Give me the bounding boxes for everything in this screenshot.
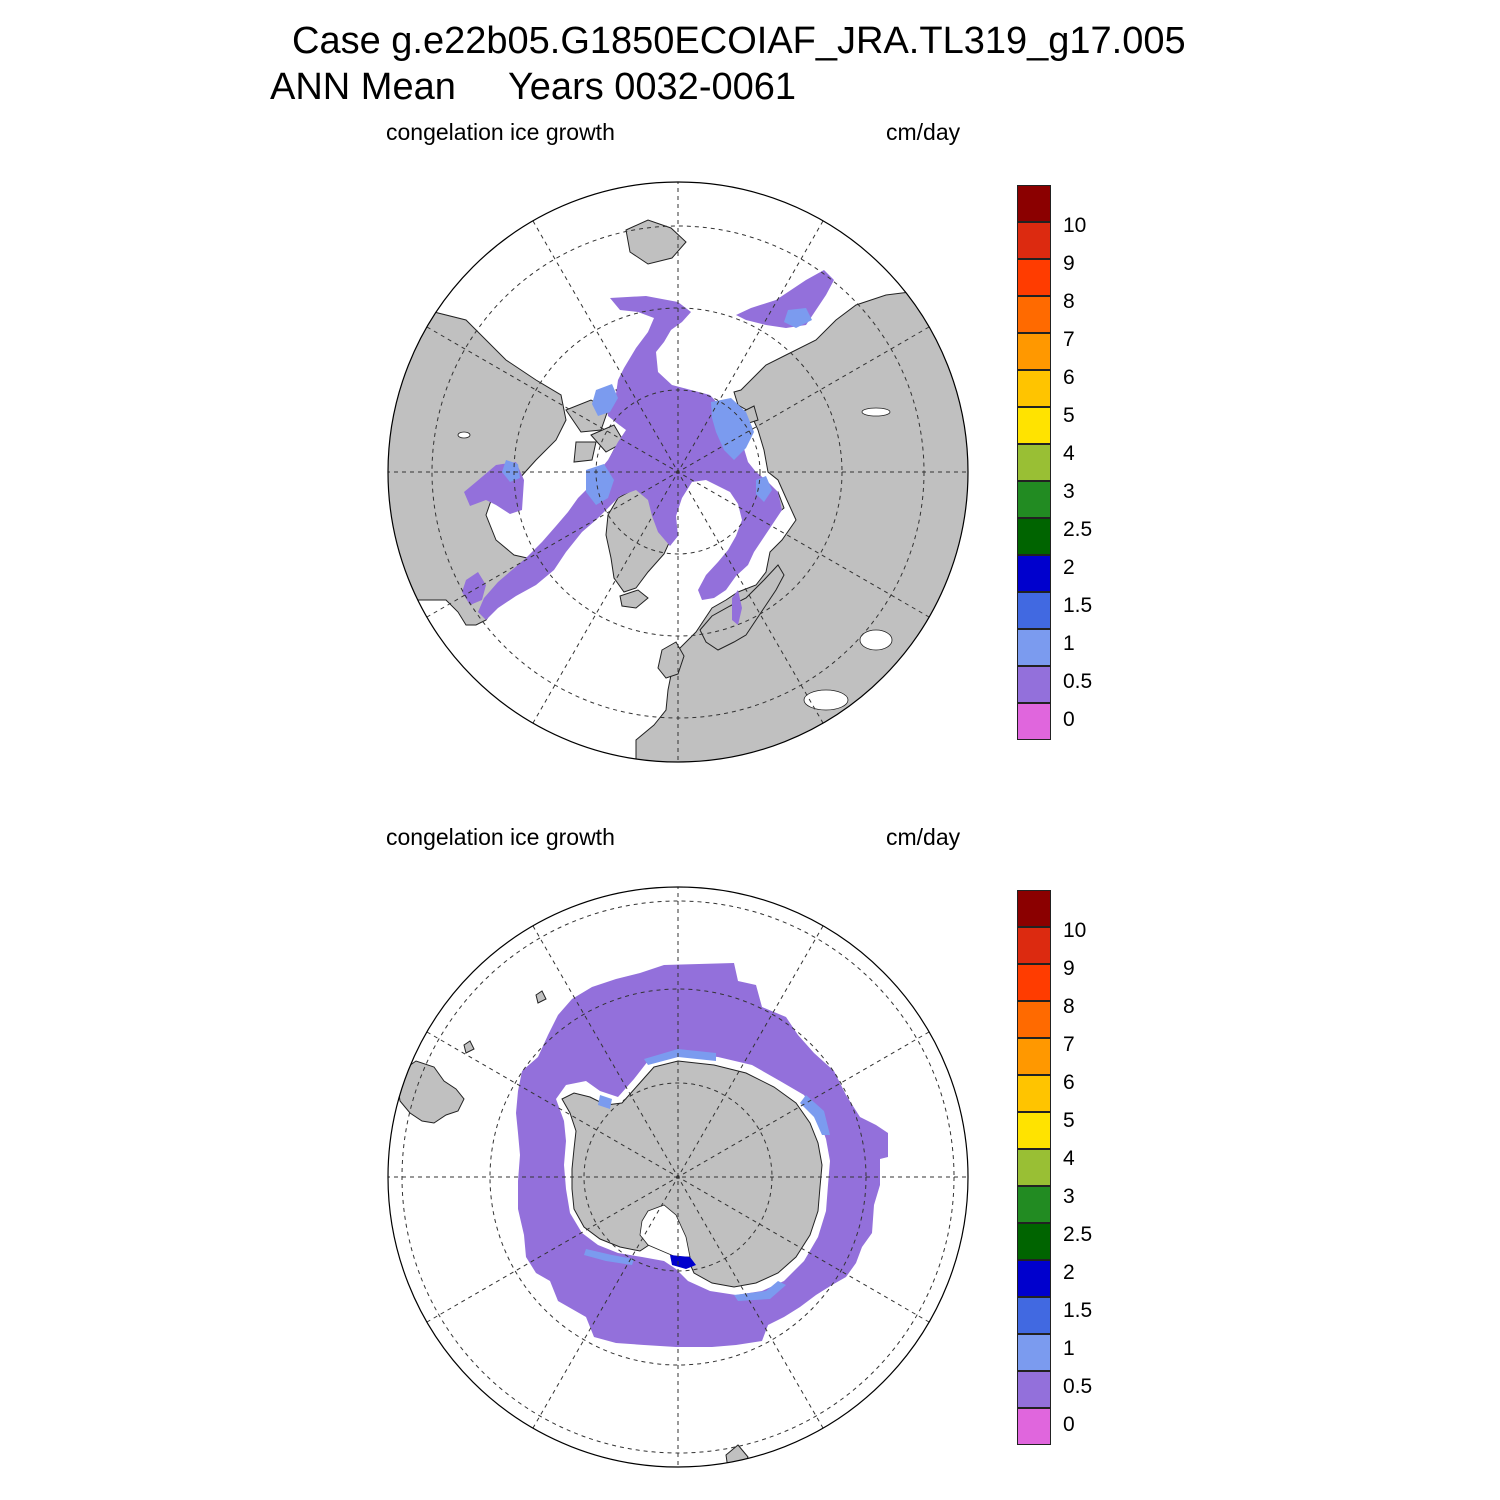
colorbar-swatch xyxy=(1017,592,1051,629)
colorbar-swatch xyxy=(1017,703,1051,740)
colorbar-label: 7 xyxy=(1063,1033,1075,1056)
colorbar-label: 6 xyxy=(1063,1071,1075,1094)
colorbar-swatch xyxy=(1017,296,1051,333)
colorbar-swatch xyxy=(1017,1038,1051,1075)
colorbar-swatch xyxy=(1017,1371,1051,1408)
colorbar: 10 9 8 7 6 5 4 3 2.5 2 1.5 1 0.5 0 xyxy=(1015,185,1105,760)
land-masses-outer xyxy=(395,990,749,1467)
variable-label: congelation ice growth xyxy=(386,824,615,850)
colorbar-swatch xyxy=(1017,481,1051,518)
colorbar-label: 8 xyxy=(1063,995,1075,1018)
colorbar-label: 8 xyxy=(1063,290,1075,313)
colorbar-swatch xyxy=(1017,927,1051,964)
map-border xyxy=(387,886,969,1468)
colorbar-label: 2 xyxy=(1063,1261,1075,1284)
colorbar-swatch xyxy=(1017,1075,1051,1112)
colorbar-swatch xyxy=(1017,1223,1051,1260)
colorbar-swatch xyxy=(1017,333,1051,370)
plot-title-case: Case g.e22b05.G1850ECOIAF_JRA.TL319_g17.… xyxy=(292,20,1186,62)
colorbar-label: 1.5 xyxy=(1063,594,1093,617)
colorbar-swatch xyxy=(1017,1260,1051,1297)
colorbar-swatch xyxy=(1017,259,1051,296)
colorbar-label: 5 xyxy=(1063,404,1075,427)
colorbar-swatch xyxy=(1017,370,1051,407)
colorbar-label: 0.5 xyxy=(1063,1375,1093,1398)
ice-growth-0.5-1 xyxy=(502,308,812,505)
plot-title-period: ANN Mean Years 0032-0061 xyxy=(270,66,797,108)
colorbar-swatch xyxy=(1017,1334,1051,1371)
colorbar-label: 3 xyxy=(1063,480,1075,503)
colorbar-label: 4 xyxy=(1063,1147,1075,1170)
colorbar-swatch xyxy=(1017,1408,1051,1445)
colorbar-label: 1 xyxy=(1063,632,1075,655)
colorbar-label: 10 xyxy=(1063,214,1087,237)
colorbar-label: 2 xyxy=(1063,556,1075,579)
colorbar-swatch xyxy=(1017,555,1051,592)
colorbar-swatch xyxy=(1017,964,1051,1001)
colorbar-label: 9 xyxy=(1063,957,1075,980)
colorbar-label: 7 xyxy=(1063,328,1075,351)
map-border xyxy=(387,181,969,763)
lakes xyxy=(457,407,893,711)
colorbar-swatch xyxy=(1017,407,1051,444)
colorbar-label: 1.5 xyxy=(1063,1299,1093,1322)
colorbar-label: 0 xyxy=(1063,1413,1075,1436)
colorbar-swatch xyxy=(1017,1001,1051,1038)
colorbar-swatch xyxy=(1017,444,1051,481)
colorbar-label: 0.5 xyxy=(1063,670,1093,693)
colorbar-swatch xyxy=(1017,222,1051,259)
colorbar-swatch xyxy=(1017,666,1051,703)
colorbar-swatch xyxy=(1017,1186,1051,1223)
colorbar-label: 0 xyxy=(1063,708,1075,731)
colorbar-label: 5 xyxy=(1063,1109,1075,1132)
colorbar-label: 6 xyxy=(1063,366,1075,389)
colorbar-swatch xyxy=(1017,890,1051,927)
graticule xyxy=(388,182,968,762)
colorbar-swatch xyxy=(1017,1149,1051,1186)
colorbar-label: 4 xyxy=(1063,442,1075,465)
colorbar-label: 2.5 xyxy=(1063,1223,1093,1246)
panel-northern-hemisphere: congelation ice growth cm/day xyxy=(0,0,1500,763)
colorbar-swatch xyxy=(1017,185,1051,222)
units-label: cm/day xyxy=(886,119,961,145)
units-label: cm/day xyxy=(886,824,961,850)
colorbar-label: 3 xyxy=(1063,1185,1075,1208)
colorbar-label: 9 xyxy=(1063,252,1075,275)
colorbar-swatch xyxy=(1017,1297,1051,1334)
antarctic-polar-map xyxy=(387,886,969,1468)
graticule xyxy=(388,887,968,1467)
arctic-polar-map xyxy=(387,181,969,763)
colorbar: 10 9 8 7 6 5 4 3 2.5 2 1.5 1 0.5 0 xyxy=(1015,890,1105,1465)
panel-southern-hemisphere: congelation ice growth cm/day xyxy=(0,705,1500,1468)
colorbar-label: 10 xyxy=(1063,919,1087,942)
colorbar-label: 1 xyxy=(1063,1337,1075,1360)
colorbar-swatch xyxy=(1017,518,1051,555)
ice-growth-1.5-2 xyxy=(670,1255,696,1269)
variable-label: congelation ice growth xyxy=(386,119,615,145)
colorbar-swatch xyxy=(1017,629,1051,666)
colorbar-label: 2.5 xyxy=(1063,518,1093,541)
colorbar-swatch xyxy=(1017,1112,1051,1149)
